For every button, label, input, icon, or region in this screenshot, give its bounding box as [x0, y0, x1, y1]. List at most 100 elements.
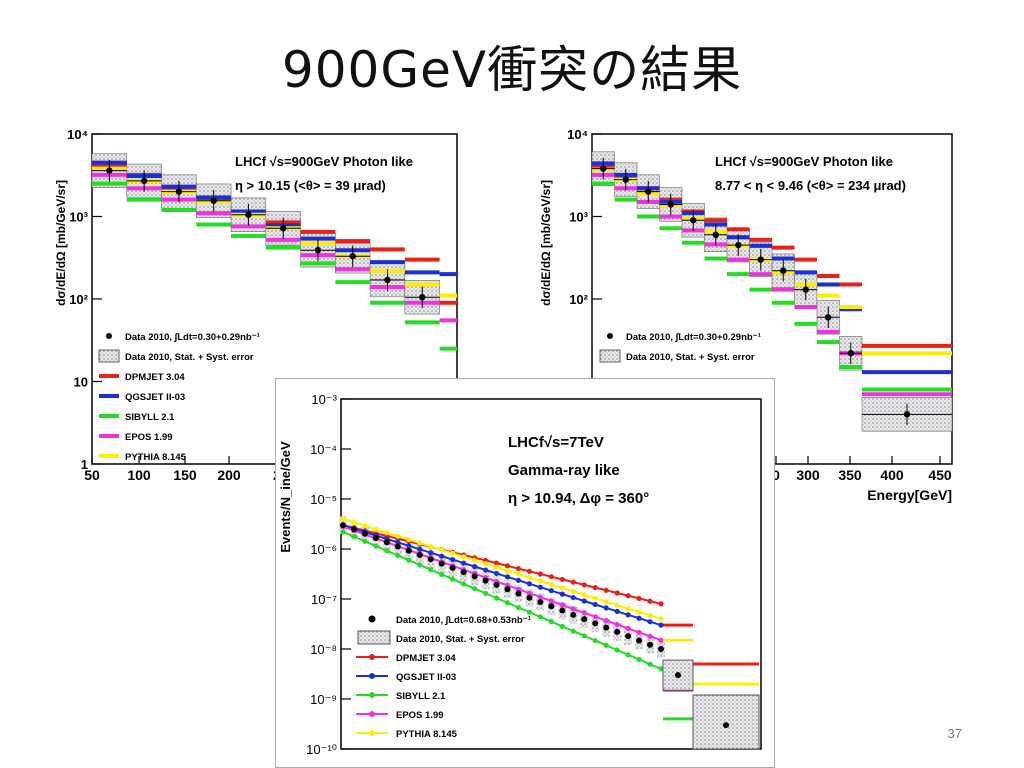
legend-data-2010-stat-syst-error: Data 2010, Stat. + Syst. error	[125, 352, 254, 363]
data-point	[349, 253, 356, 260]
chart-annotation: LHCf√s=7TeV	[508, 434, 604, 451]
chart-annotation: LHCf √s=900GeV Photon like	[715, 154, 893, 169]
series-qgsjet-ii-03-point	[439, 553, 445, 559]
series-sibyll-2-1-point	[515, 604, 522, 611]
series-sibyll-2-1-point	[603, 642, 609, 648]
series-sibyll-2-1-point	[351, 534, 357, 540]
series-qgsjet-ii-03-point	[493, 570, 500, 577]
series-qgsjet-ii-03-point	[581, 598, 587, 604]
series-sibyll-2-1-point	[417, 562, 423, 568]
y-axis-label: dσ/dE/dΩ [mb/GeV/sr]	[55, 180, 68, 306]
series-pythia-8-145-point	[614, 602, 620, 608]
series-sibyll-2-1-point	[504, 600, 511, 606]
legend-data-2010-ldt-0-68-0-53nb-marker	[368, 615, 376, 623]
legend-qgsjet-ii-03: QGSJET II-03	[125, 392, 185, 403]
series-qgsjet-ii-03-point	[636, 615, 642, 621]
series-qgsjet-ii-03-point	[592, 601, 598, 608]
series-pythia-8-145-point	[395, 533, 401, 539]
data-point	[658, 646, 664, 652]
series-pythia-8-145-point	[581, 592, 587, 598]
series-pythia-8-145-point	[658, 616, 664, 622]
series-sibyll-2-1-point	[362, 538, 368, 544]
series-dpmjet-3-04	[342, 524, 662, 605]
series-pythia-8-145-point	[636, 609, 642, 615]
chart-panel-eta-gt-10-15: 11010²10³10⁴501001502002dσ/dE/dΩ [mb/GeV…	[55, 118, 465, 508]
series-pythia-8-145-point	[493, 564, 500, 570]
data-point	[449, 564, 456, 571]
series-pythia-8-145-point	[373, 526, 379, 532]
x-tick-label: 50	[84, 467, 100, 483]
series-pythia-8-145-point	[362, 523, 368, 529]
legend-data-2010-stat-syst-error-marker	[599, 349, 621, 363]
data-point	[460, 569, 467, 576]
series-sibyll-2-1-point	[471, 585, 478, 592]
data-point	[735, 241, 742, 249]
series-qgsjet-ii-03-point	[504, 574, 511, 580]
data-point	[279, 225, 287, 232]
series-pythia-8-145-point	[439, 547, 445, 553]
data-point	[361, 530, 368, 537]
series-epos-1-99-point	[526, 590, 533, 596]
y-tick-label: 10³	[569, 210, 588, 225]
chart-svg-7tev-gamma: 10⁻³ 10⁻⁴ 10⁻⁵ 10⁻⁶ 10⁻⁷ 10⁻⁸ 10⁻⁹ 10⁻¹⁰ Events/…	[278, 392, 762, 757]
chart-panel-7tev-gamma: 10⁻³ 10⁻⁴ 10⁻⁵ 10⁻⁶ 10⁻⁷ 10⁻⁸ 10⁻⁹ 10⁻¹⁰ Events/…	[275, 378, 775, 768]
data-point	[614, 628, 621, 635]
series-sibyll-2-1-point	[406, 557, 412, 563]
series-qgsjet-ii-03-point	[526, 581, 533, 587]
series-sibyll-2-1-point	[340, 529, 346, 535]
x-tick-label: 350	[838, 467, 862, 483]
legend-epos-1-99-dot	[369, 711, 375, 717]
data-point	[210, 197, 217, 204]
series-qgsjet-ii-03-point	[406, 543, 412, 549]
series-qgsjet-ii-03-point	[647, 619, 653, 625]
series-qgsjet-ii-03-point	[515, 577, 522, 583]
series-pythia-8-145-point	[504, 568, 511, 574]
x-tick-label: 150	[173, 467, 197, 483]
series-sibyll-2-1-point	[439, 571, 445, 578]
series-pythia-8-145-point	[570, 588, 576, 594]
legend-dpmjet-3-04: DPMJET 3.04	[125, 372, 185, 383]
legend-qgsjet-ii-03-dot	[369, 673, 375, 679]
data-point	[645, 188, 652, 195]
series-sibyll-2-1-point	[647, 661, 653, 667]
data-error-box	[692, 694, 760, 750]
series-dpmjet-3-04-point	[548, 574, 554, 580]
series-qgsjet-ii-03-point	[658, 622, 664, 628]
y-tick-label: 10⁴	[567, 127, 588, 142]
data-point	[350, 526, 357, 533]
series-sibyll-2-1-point	[395, 552, 401, 559]
x-axis-label: Energy[GeV]	[867, 487, 952, 503]
data-point	[559, 607, 566, 614]
series-pythia-8-145-point	[406, 536, 412, 543]
series-dpmjet-3-04-point	[504, 563, 511, 569]
data-point	[427, 556, 434, 563]
series-pythia-8-145-point	[461, 554, 467, 560]
series-pythia-8-145-point	[526, 574, 533, 581]
legend-data-2010-stat-syst-error-marker	[357, 630, 391, 645]
y-tick-label: 10⁻⁶	[310, 542, 337, 557]
chart-annotation: LHCf √s=900GeV Photon like	[235, 154, 413, 169]
series-dpmjet-3-04-point	[625, 593, 631, 599]
slide-title: 900GeV衝突の結果	[281, 41, 743, 99]
data-point	[825, 314, 832, 321]
x-tick-label: 0	[772, 467, 780, 483]
series-sibyll-2-1	[342, 530, 662, 670]
y-tick-label: 10²	[569, 292, 588, 307]
series-sibyll-2-1-point	[636, 656, 642, 663]
y-tick-label: 10⁻³	[311, 392, 337, 407]
legend-sibyll-2-1: SIBYLL 2.1	[396, 691, 446, 702]
series-dpmjet-3-04-point	[592, 584, 598, 591]
legend-pythia-8-145: PYTHIA 8.145	[396, 729, 458, 740]
series-epos-1-99-point	[592, 614, 598, 620]
data-point	[419, 294, 426, 301]
chart-annotation: Gamma-ray like	[508, 462, 620, 479]
series-pythia-8-145-point	[647, 612, 653, 619]
series-epos-1-99-point	[625, 625, 631, 632]
chart-svg-eta-gt-10-15: 11010²10³10⁴501001502002dσ/dE/dΩ [mb/GeV…	[55, 127, 458, 483]
data-point	[537, 599, 544, 606]
legend-data-2010-ldt-0-30-0-29nb-marker	[106, 333, 112, 339]
series-sibyll-2-1-point	[461, 581, 467, 587]
legend-sibyll-2-1: SIBYLL 2.1	[125, 412, 175, 423]
legend-pythia-8-145: PYTHIA 8.145	[125, 452, 187, 463]
series-qgsjet-ii-03-point	[603, 605, 609, 611]
